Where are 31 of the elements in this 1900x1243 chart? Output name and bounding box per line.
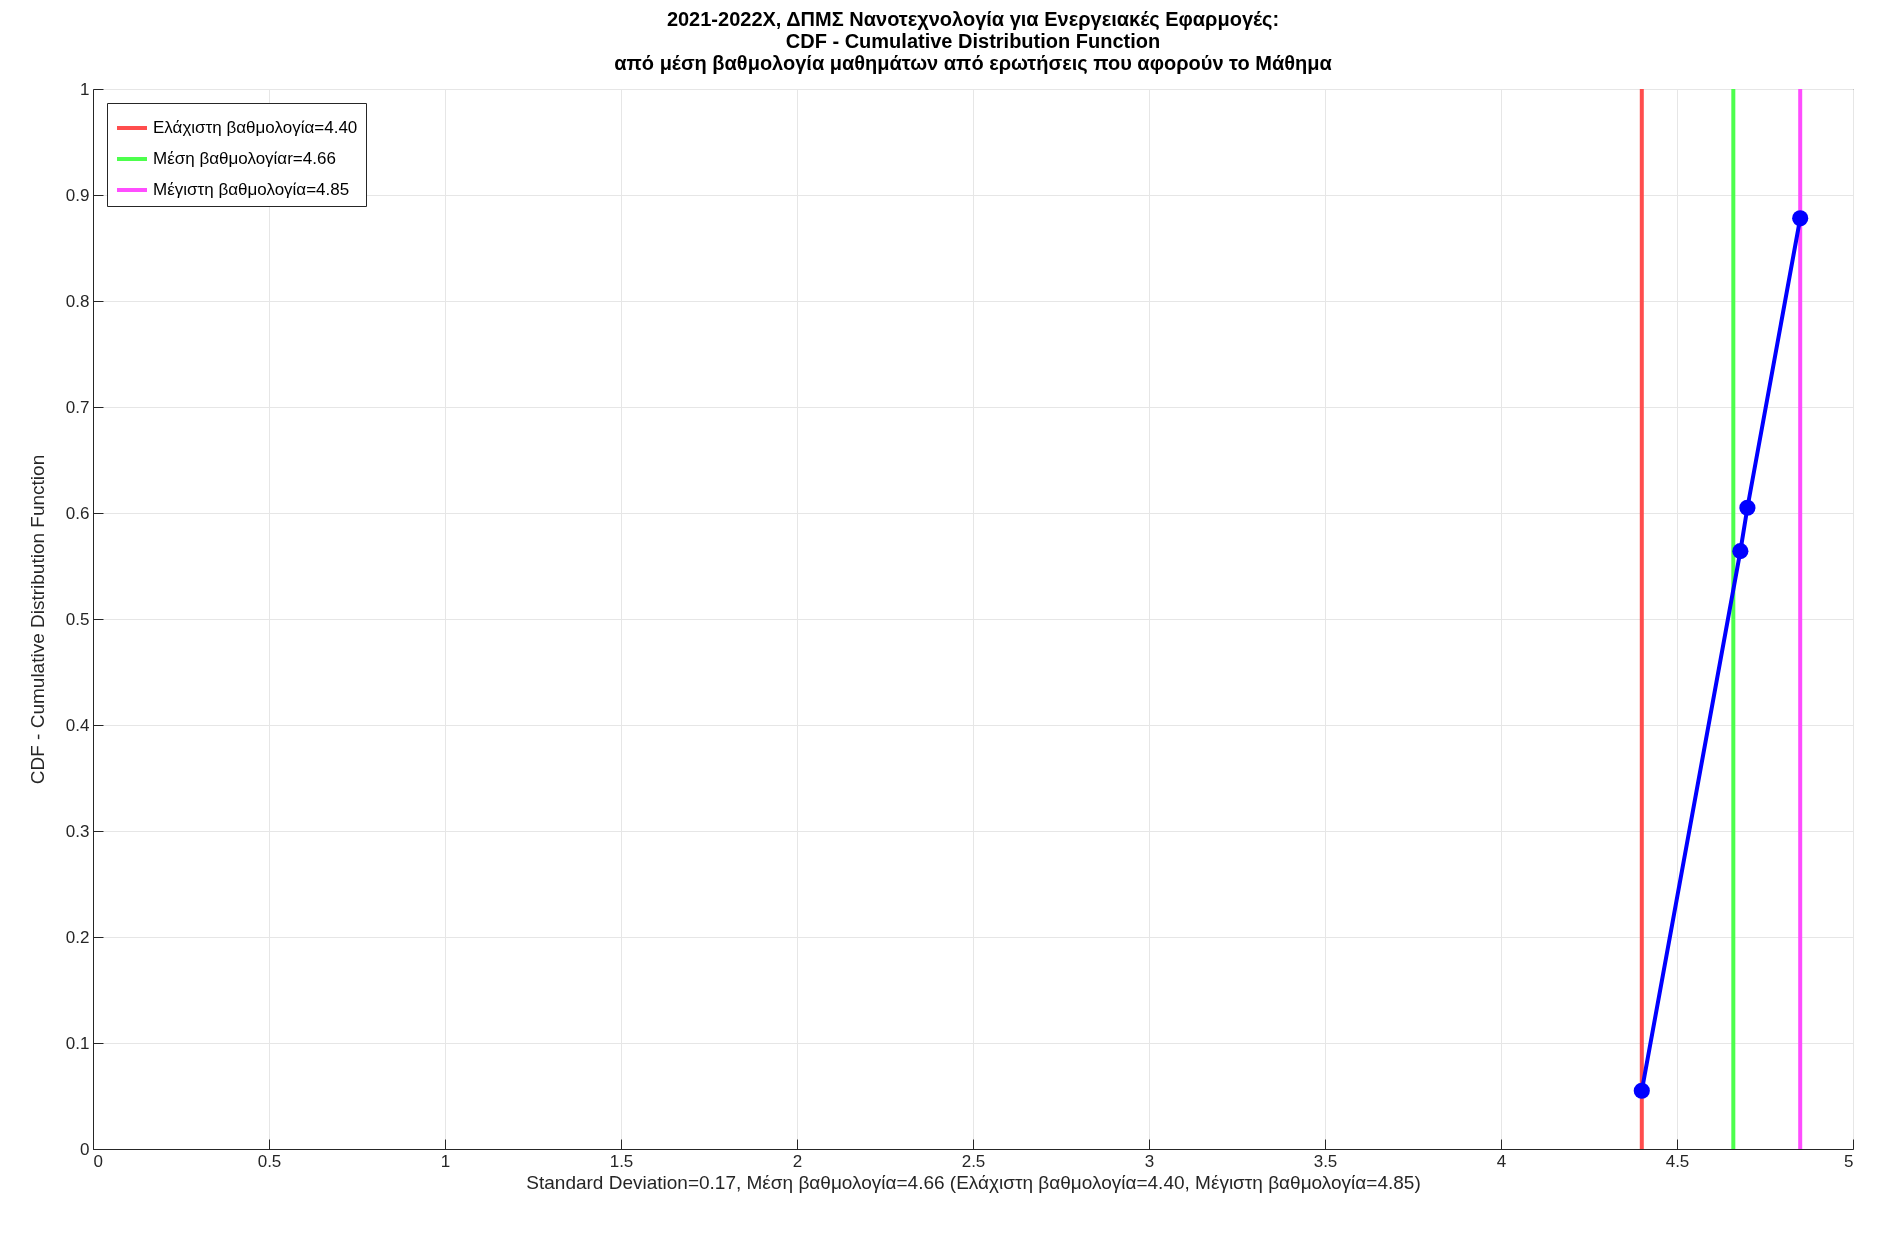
x-tick-label: 4.5: [1665, 1151, 1690, 1171]
y-tick-label: 0.9: [65, 185, 90, 205]
x-tick-label: 2: [792, 1151, 803, 1171]
y-tick-label: 0.2: [65, 927, 90, 947]
x-tick-label: 5: [1844, 1151, 1854, 1171]
y-tick-label: 0.5: [65, 609, 90, 629]
x-tick-label: 0.5: [257, 1151, 282, 1171]
point: [1739, 499, 1756, 516]
x-tick-label: 4: [1496, 1151, 1507, 1171]
x-tick-label: 1.5: [609, 1151, 634, 1171]
chart-title: 2021-2022Χ, ΔΠΜΣ Νανοτεχνολογία για Ενεργειακές Εφαρμογές: CDF - Cumulative Distribution Function από μέση βαθμολογία μαθημάτων από ερωτήσεις που αφορούν το Μάθημα: [614, 8, 1333, 74]
point: [1732, 543, 1749, 560]
legend-label: Μέγιστη βαθμολογία=4.85: [153, 180, 350, 199]
x-tick-label: 3.5: [1313, 1151, 1338, 1171]
y-tick-label: 0.4: [65, 715, 90, 735]
x-tick-label: 3: [1144, 1151, 1155, 1171]
x-tick-label: 1: [440, 1151, 451, 1171]
point: [1633, 1082, 1650, 1099]
y-axis-title: CDF - Cumulative Distribution Function: [26, 454, 48, 785]
x-axis-title: Standard Deviation=0.17, Μέση βαθμολογία=4.66 (Ελάχιστη βαθμολογία=4.40, Μέγιστη βαθμολογία=4.85): [526, 1171, 1421, 1193]
x-tick-label: 2.5: [961, 1151, 986, 1171]
legend-label: Μέση βαθμολογίαr=4.66: [153, 149, 336, 168]
y-tick-label: 0.8: [65, 291, 90, 311]
y-tick-label: 0.1: [65, 1033, 90, 1053]
y-tick-label: 0.7: [65, 397, 90, 417]
x-tick-label: 0: [93, 1151, 103, 1171]
point: [1792, 210, 1809, 227]
y-tick-label: 0.6: [65, 503, 90, 523]
y-tick-label: 1: [80, 79, 90, 99]
legend-label: Ελάχιστη βαθμολογία=4.40: [153, 118, 358, 137]
y-tick-label: 0.3: [65, 821, 90, 841]
